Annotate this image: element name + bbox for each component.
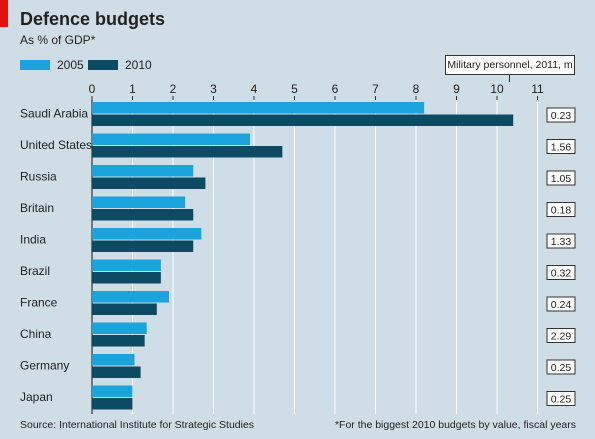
footnote: *For the biggest 2010 budgets by value, … xyxy=(334,419,576,431)
bar-2005 xyxy=(92,133,250,145)
bar-2005 xyxy=(92,259,161,271)
x-tick-label: 6 xyxy=(332,82,339,96)
personnel-value: 0.25 xyxy=(551,362,572,374)
legend-item-2005: 2005 xyxy=(20,58,84,72)
bar-2005 xyxy=(92,291,169,303)
personnel-value-box xyxy=(546,359,576,375)
bar-2010 xyxy=(92,366,141,378)
personnel-value-box xyxy=(546,328,576,343)
bar-2005 xyxy=(92,385,133,397)
legend-swatch-2005 xyxy=(20,60,50,70)
personnel-value: 0.25 xyxy=(551,394,572,406)
bar-2010 xyxy=(92,335,145,347)
bar-2010 xyxy=(92,209,194,221)
x-tick-label: 0 xyxy=(89,82,96,96)
personnel-value-box xyxy=(546,170,576,186)
x-tick-label: 10 xyxy=(490,82,504,96)
chart-subtitle: As % of GDP* xyxy=(20,33,96,47)
bar-2010 xyxy=(92,240,194,252)
category-label: United States xyxy=(20,138,92,152)
source-note: Source: International Institute for Stra… xyxy=(20,419,255,431)
bar-2010 xyxy=(92,177,206,189)
category-label: Germany xyxy=(20,359,69,373)
personnel-value-box xyxy=(546,233,576,249)
brand-tag xyxy=(0,0,8,27)
personnel-value: 0.23 xyxy=(551,110,572,122)
category-label: Russia xyxy=(20,170,57,184)
bar-2010 xyxy=(92,272,161,284)
bar-2005 xyxy=(92,228,202,240)
category-label: India xyxy=(20,233,46,247)
bar-2010 xyxy=(92,114,514,126)
x-tick-label: 3 xyxy=(210,82,217,96)
personnel-value-box xyxy=(546,202,576,217)
bar-2005 xyxy=(92,196,186,208)
bar-2010 xyxy=(92,303,157,315)
personnel-value: 1.56 xyxy=(551,142,572,154)
personnel-value: 1.33 xyxy=(551,236,572,248)
bar-2010 xyxy=(92,146,283,158)
category-label: Brazil xyxy=(20,264,50,278)
personnel-header-tick xyxy=(509,74,510,82)
x-tick-label: 2 xyxy=(170,82,177,96)
legend-label-2010: 2010 xyxy=(125,58,152,72)
x-tick-label: 8 xyxy=(413,82,420,96)
x-tick-label: 4 xyxy=(251,82,258,96)
legend-item-2010: 2010 xyxy=(88,58,152,72)
category-label: Saudi Arabia xyxy=(20,107,88,121)
bar-2005 xyxy=(92,322,147,334)
category-label: Britain xyxy=(20,201,54,215)
personnel-value: 0.32 xyxy=(551,268,572,280)
category-label: China xyxy=(20,327,52,341)
bar-2005 xyxy=(92,165,194,177)
personnel-value-box xyxy=(546,139,576,154)
bar-2005 xyxy=(92,102,425,114)
personnel-value-box xyxy=(546,296,576,312)
personnel-value-box xyxy=(546,265,576,280)
x-tick-label: 5 xyxy=(291,82,298,96)
personnel-value: 0.18 xyxy=(551,205,572,217)
x-tick-label: 1 xyxy=(129,82,136,96)
category-label: France xyxy=(20,296,58,310)
x-tick-label: 9 xyxy=(453,82,460,96)
personnel-value-box xyxy=(546,391,576,406)
bar-2005 xyxy=(92,354,135,366)
legend-swatch-2010 xyxy=(88,60,118,70)
personnel-header: Military personnel, 2011, m xyxy=(445,55,575,75)
personnel-value-box xyxy=(546,107,576,123)
legend-label-2005: 2005 xyxy=(57,58,84,72)
personnel-value: 0.24 xyxy=(551,299,572,311)
x-tick-label: 7 xyxy=(372,82,379,96)
personnel-value: 1.05 xyxy=(551,173,572,185)
personnel-value: 2.29 xyxy=(551,331,572,343)
category-label: Japan xyxy=(20,390,53,404)
chart-title: Defence budgets xyxy=(20,9,166,29)
x-tick-label: 11 xyxy=(531,82,544,96)
bar-2010 xyxy=(92,398,133,410)
